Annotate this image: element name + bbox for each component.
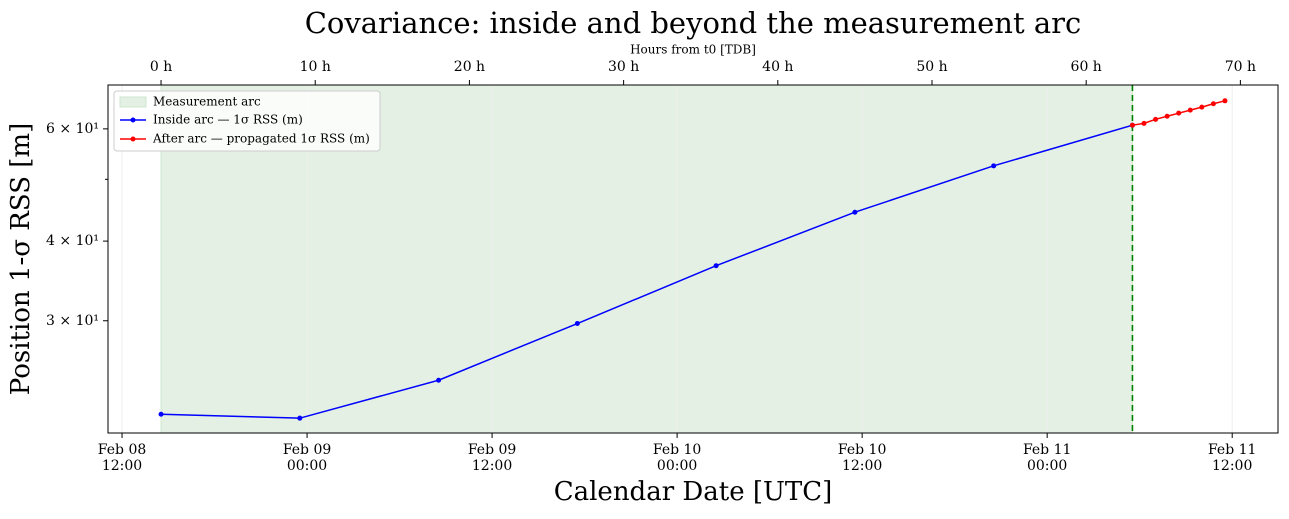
legend: Measurement arc Inside arc — 1σ RSS (m) Af… [113, 90, 381, 152]
x-tick-label: Feb 09 00:00 [282, 442, 332, 474]
point [1153, 116, 1159, 122]
top-x-tick-label: 50 h [916, 59, 947, 75]
point [713, 263, 719, 269]
y-tick-label: 3 × 10¹ [46, 313, 99, 329]
x-tick-label: Feb 11 12:00 [1207, 442, 1257, 474]
series-line [161, 124, 1133, 419]
legend-label: Inside arc — 1σ RSS (m) [153, 113, 303, 127]
legend-marker [130, 136, 136, 142]
top-x-tick-label: 40 h [762, 59, 793, 75]
legend-label: Measurement arc [153, 95, 261, 109]
point [1141, 120, 1147, 126]
x-tick-label: Feb 08 12:00 [97, 442, 147, 474]
point [574, 321, 580, 327]
point [1199, 104, 1205, 110]
y-label: Position 1-σ RSS [m] [6, 123, 36, 395]
point [1210, 101, 1216, 107]
y-tick-label: 4 × 10¹ [46, 233, 99, 249]
x-tick-label: Feb 10 12:00 [837, 442, 887, 474]
x-tick-label: Feb 09 12:00 [467, 442, 517, 474]
plot-frame [107, 84, 1279, 434]
top-x-tick-label: 30 h [608, 59, 639, 75]
x-tick-label: Feb 11 00:00 [1022, 442, 1072, 474]
x-label: Calendar Date [UTC] [554, 477, 833, 507]
top-x-tick-label: 20 h [454, 59, 485, 75]
y-tick-label: 6 × 10¹ [46, 121, 99, 137]
legend-swatch [119, 96, 147, 108]
point [436, 377, 442, 383]
top-x-tick-label: 60 h [1071, 59, 1102, 75]
point [1129, 122, 1135, 128]
point [1176, 110, 1182, 116]
top-x-label: Hours from t0 [TDB] [630, 43, 756, 57]
top-x-tick-label: 10 h [300, 59, 331, 75]
point [852, 209, 858, 215]
chart-title: Covariance: inside and beyond the measur… [305, 6, 1082, 40]
legend-box [113, 90, 381, 152]
legend-label: After arc — propagated 1σ RSS (m) [152, 132, 370, 146]
top-x-tick-label: 70 h [1225, 59, 1256, 75]
point [1164, 113, 1170, 119]
point [991, 163, 997, 169]
x-tick-label: Feb 10 00:00 [652, 442, 702, 474]
legend-marker [130, 117, 136, 123]
point [1187, 107, 1193, 113]
point [1222, 98, 1228, 104]
top-x-tick-label: 0 h [150, 59, 172, 75]
point [158, 411, 164, 417]
point [297, 415, 303, 421]
